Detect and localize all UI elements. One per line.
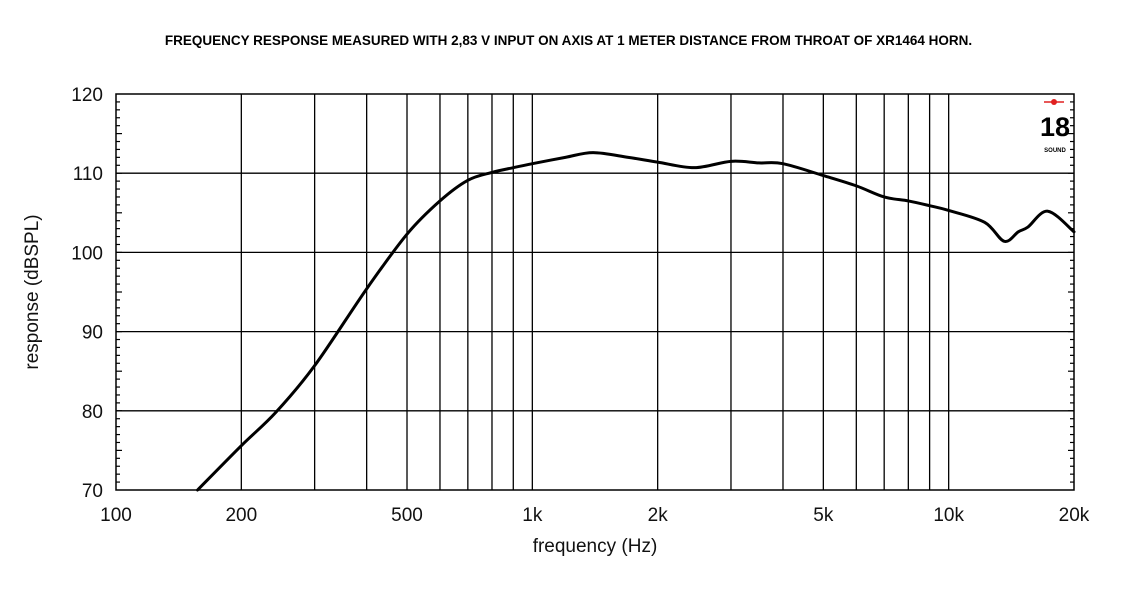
y-tick-label: 90 [82, 323, 103, 344]
brand-logo: 18 SOUND [1040, 99, 1070, 154]
x-tick-label: 5k [813, 505, 834, 526]
grid [116, 94, 1074, 490]
y-tick-label: 110 [73, 164, 103, 185]
x-tick-label: 1k [522, 505, 543, 526]
y-axis-label: response (dBSPL) [22, 214, 43, 369]
y-tick-label: 120 [71, 85, 103, 106]
y-tick-label: 70 [82, 481, 103, 502]
star-icon [1044, 99, 1064, 105]
x-tick-label: 500 [391, 505, 423, 526]
logo-subtext: SOUND [1044, 148, 1066, 154]
x-tick-label: 20k [1059, 505, 1090, 526]
logo-number: 18 [1040, 112, 1070, 142]
x-tick-label: 200 [225, 505, 257, 526]
x-tick-label: 100 [100, 505, 132, 526]
y-tick-label: 80 [82, 402, 103, 423]
x-tick-label: 2k [648, 505, 669, 526]
minor-ticks [116, 101, 1074, 483]
y-tick-labels: 70 80 90 100 110 120 [71, 85, 103, 502]
response-curve [196, 151, 1076, 492]
plot-frame [115, 93, 1075, 491]
x-tick-labels: 100 200 500 1k 2k 5k 10k 20k [100, 505, 1090, 526]
y-tick-label: 100 [71, 243, 103, 264]
x-tick-label: 10k [933, 505, 964, 526]
chart-title: FREQUENCY RESPONSE MEASURED WITH 2,83 V … [164, 33, 973, 48]
x-axis-label: frequency (Hz) [533, 536, 658, 557]
